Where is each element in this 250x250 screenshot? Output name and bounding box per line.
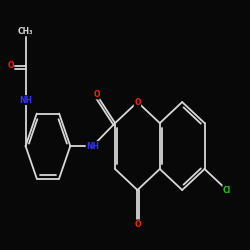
Text: CH₃: CH₃	[18, 27, 33, 36]
Text: O: O	[134, 220, 141, 229]
Text: O: O	[8, 61, 14, 70]
Text: O: O	[93, 90, 100, 99]
Text: O: O	[134, 98, 141, 106]
Text: NH: NH	[19, 96, 32, 105]
Text: NH: NH	[86, 142, 99, 150]
Text: Cl: Cl	[223, 186, 231, 194]
